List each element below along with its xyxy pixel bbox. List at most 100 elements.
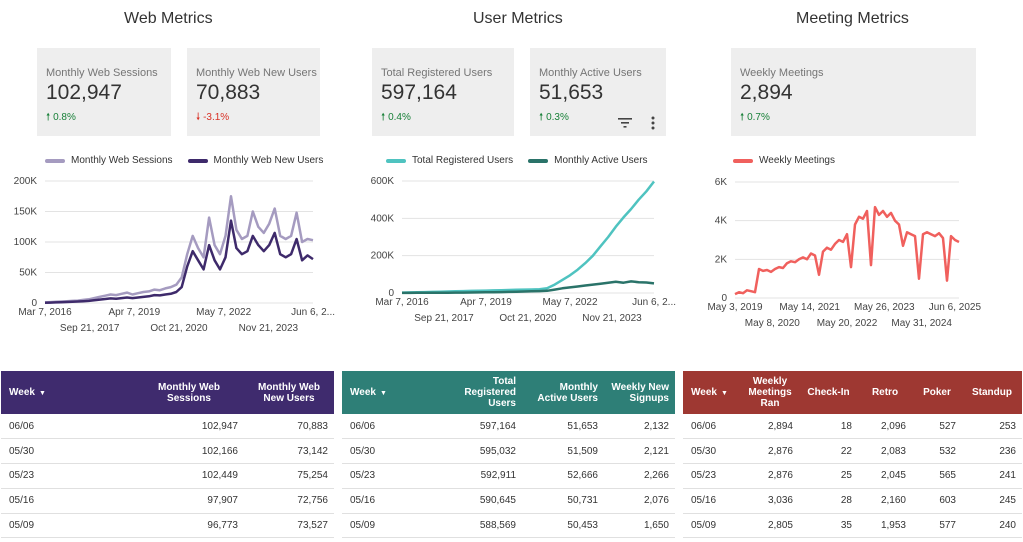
- arrow-up-icon: 🠕: [539, 112, 544, 123]
- y-tick-label: 0: [31, 298, 37, 309]
- table-row: 05/09 96,773 73,527: [1, 513, 334, 539]
- x-tick-label: Mar 7, 2016: [18, 307, 72, 318]
- column-header[interactable]: Total Registered Users: [464, 376, 516, 409]
- web-metrics-title: Web Metrics: [124, 10, 213, 27]
- x-tick-label: Sep 21, 2017: [60, 323, 120, 334]
- scorecard-monthly-active-users[interactable]: Monthly Active Users 51,653 🠕 0.3%: [530, 48, 666, 136]
- arrow-down-icon: 🠗: [196, 112, 201, 123]
- y-tick-label: 150K: [14, 207, 38, 218]
- x-tick-label: May 8, 2020: [745, 318, 800, 329]
- table-row: 05/09 2,805 35 1,953 577 240: [683, 513, 1022, 539]
- x-tick-label: Oct 21, 2020: [150, 323, 208, 334]
- column-header[interactable]: Check-In: [807, 387, 850, 398]
- scorecard-monthly-web-sessions[interactable]: Monthly Web Sessions 102,947 🠕 0.8%: [37, 48, 171, 136]
- column-header[interactable]: Standup: [972, 387, 1012, 398]
- series-line[interactable]: [734, 205, 960, 296]
- web-metrics-table: Week ▼ Monthly Web Sessions Monthly Web N…: [1, 371, 334, 539]
- y-tick-label: 2K: [715, 254, 728, 265]
- meeting-metrics-table: Week ▼ Weekly Meetings Ran Check-In Retro…: [683, 371, 1022, 539]
- table-row: 05/30 2,876 22 2,083 532 236: [683, 438, 1022, 465]
- column-header[interactable]: Monthly Web New Users: [257, 381, 321, 404]
- series-line[interactable]: [44, 195, 314, 304]
- legend-meeting: Weekly Meetings: [733, 155, 850, 166]
- filter-icon[interactable]: [618, 117, 632, 129]
- legend-item[interactable]: Total Registered Users: [386, 155, 513, 166]
- user-metrics-chart[interactable]: 0 200K 400K 600K Mar 7, 2016 Apr 7, 2019 May 7…: [340, 170, 680, 340]
- scorecard-delta: 🠕 0.8%: [46, 112, 76, 123]
- table-row: 05/09 588,569 50,453 1,650: [342, 513, 675, 539]
- x-tick-label: May 3, 2019: [707, 302, 762, 313]
- legend-user: Total Registered Users Monthly Active Us…: [386, 155, 663, 166]
- table-row: 05/30 102,166 73,142: [1, 438, 334, 465]
- web-metrics-chart[interactable]: 0 50K 100K 150K 200K Mar 7, 2016 Apr 7, 2019 Ma…: [0, 170, 340, 340]
- x-tick-label: Jun 6, 2025: [929, 302, 982, 313]
- scorecard-weekly-meetings[interactable]: Weekly Meetings 2,894 🠕 0.7%: [731, 48, 976, 136]
- column-header-week[interactable]: Week ▼: [9, 386, 46, 398]
- scorecard-label: Monthly Active Users: [539, 67, 642, 79]
- scorecard-label: Total Registered Users: [381, 67, 493, 79]
- sort-desc-icon: ▼: [38, 389, 46, 397]
- scorecard-delta: 🠗 -3.1%: [196, 112, 230, 123]
- column-header[interactable]: Poker: [923, 387, 951, 398]
- table-row: 05/16 97,907 72,756: [1, 488, 334, 514]
- y-tick-label: 0: [388, 288, 394, 299]
- scorecard-delta: 🠕 0.4%: [381, 112, 411, 123]
- scorecard-monthly-web-new-users[interactable]: Monthly Web New Users 70,883 🠗 -3.1%: [187, 48, 320, 136]
- y-tick-label: 400K: [371, 213, 395, 224]
- x-tick-label: May 26, 2023: [854, 302, 915, 313]
- legend-item[interactable]: Monthly Web New Users: [187, 155, 323, 166]
- x-tick-label: May 14, 2021: [779, 302, 840, 313]
- y-tick-label: 100K: [14, 237, 38, 248]
- legend-item[interactable]: Monthly Web Sessions: [45, 155, 173, 166]
- table-row: 06/06 597,164 51,653 2,132: [342, 414, 675, 440]
- user-metrics-table: Week ▼ Total Registered Users Monthly Act…: [342, 371, 675, 539]
- table-row: 05/23 2,876 25 2,045 565 241: [683, 463, 1022, 489]
- x-tick-label: May 20, 2022: [817, 318, 878, 329]
- y-tick-label: 200K: [371, 251, 395, 262]
- y-tick-label: 50K: [19, 268, 37, 279]
- x-tick-label: May 31, 2024: [891, 318, 952, 329]
- scorecard-total-registered-users[interactable]: Total Registered Users 597,164 🠕 0.4%: [372, 48, 514, 136]
- x-tick-label: Apr 7, 2019: [460, 297, 512, 308]
- sort-desc-icon: ▼: [720, 389, 728, 397]
- scorecard-delta: 🠕 0.3%: [539, 112, 569, 123]
- column-header[interactable]: Monthly Web Sessions: [157, 381, 221, 404]
- x-tick-label: May 7, 2022: [196, 307, 251, 318]
- x-tick-label: Nov 21, 2023: [239, 323, 299, 334]
- column-header[interactable]: Retro: [871, 387, 899, 398]
- x-tick-label: Jun 6, 2...: [291, 307, 335, 318]
- scorecard-value: 51,653: [539, 81, 604, 104]
- scorecard-value: 102,947: [46, 81, 122, 104]
- series-line[interactable]: [402, 280, 655, 295]
- meeting-metrics-chart[interactable]: 0 2K 4K 6K May 3, 2019 May 14, 2021 May 26, 20…: [680, 170, 1023, 340]
- y-tick-label: 6K: [715, 177, 728, 188]
- y-tick-label: 200K: [14, 176, 38, 187]
- scorecard-label: Weekly Meetings: [740, 67, 824, 79]
- series-line[interactable]: [44, 219, 314, 304]
- table-row: 05/16 590,645 50,731 2,076: [342, 488, 675, 514]
- legend-item[interactable]: Weekly Meetings: [733, 155, 835, 166]
- arrow-up-icon: 🠕: [46, 112, 51, 123]
- column-header-week[interactable]: Week ▼: [350, 386, 387, 398]
- x-tick-label: Sep 21, 2017: [414, 313, 474, 324]
- y-tick-label: 4K: [715, 216, 728, 227]
- y-tick-label: 0: [721, 293, 727, 304]
- x-tick-label: May 7, 2022: [542, 297, 597, 308]
- x-tick-label: Nov 21, 2023: [582, 313, 642, 324]
- column-header-week[interactable]: Week ▼: [691, 386, 728, 398]
- series-line[interactable]: [401, 180, 655, 294]
- column-header[interactable]: Weekly Meetings Ran: [748, 376, 792, 409]
- column-header[interactable]: Monthly Active Users: [537, 381, 598, 404]
- arrow-up-icon: 🠕: [381, 112, 386, 123]
- legend-web: Monthly Web Sessions Monthly Web New Use…: [45, 155, 338, 166]
- legend-item[interactable]: Monthly Active Users: [528, 155, 648, 166]
- table-row: 05/23 592,911 52,666 2,266: [342, 463, 675, 489]
- table-row: 05/23 102,449 75,254: [1, 463, 334, 489]
- more-vert-icon[interactable]: [651, 116, 655, 130]
- table-row: 06/06 2,894 18 2,096 527 253: [683, 414, 1022, 440]
- column-header[interactable]: Weekly New Signups: [611, 381, 669, 404]
- scorecard-label: Monthly Web New Users: [196, 67, 317, 79]
- x-tick-label: Oct 21, 2020: [499, 313, 557, 324]
- user-metrics-title: User Metrics: [473, 10, 563, 27]
- sort-desc-icon: ▼: [379, 389, 387, 397]
